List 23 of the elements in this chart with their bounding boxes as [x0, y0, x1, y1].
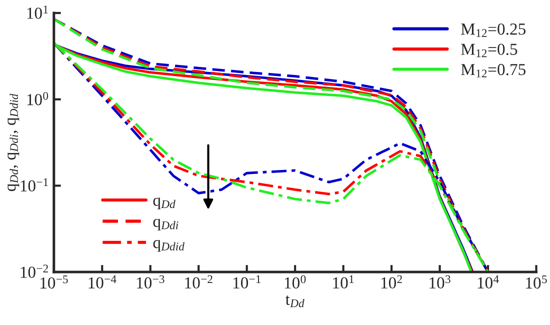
x-axis-title: t$_{Dd}$: [285, 295, 304, 308]
legend-label: M$_{12}$=0.5: [461, 44, 518, 58]
legend-label: M$_{12}$=0.75: [461, 64, 526, 78]
annotation: q$_{Dd}$: [153, 198, 176, 210]
x-tick-label: 10$^{−2}$: [185, 275, 212, 289]
y-axis-title: q$_{Dd}$, q$_{Ddi}$, q$_{Ddid}$: [8, 94, 20, 192]
x-tick-label: 10$^{4}$: [478, 275, 499, 288]
x-tick-label: 10$^{−5}$: [40, 275, 68, 289]
x-tick-label: 10$^{−4}$: [88, 275, 116, 288]
x-tick-label: 10$^{5}$: [526, 275, 547, 289]
x-tick-label: 10$^{−3}$: [137, 275, 164, 289]
x-tick-label: 10$^{3}$: [430, 275, 450, 289]
annotation: q$_{Ddid}$: [153, 240, 184, 252]
y-tick-label: 10$^{0}$: [27, 92, 48, 106]
x-tick-label: 10$^{−1}$: [233, 275, 261, 289]
legend-label: M$_{12}$=0.25: [461, 24, 526, 37]
x-tick-label: 10$^{2}$: [381, 275, 402, 289]
annotation: q$_{Ddi}$: [153, 218, 178, 230]
x-tick-label: 10$^{0}$: [284, 275, 306, 289]
y-tick-label: 10$^{−2}$: [20, 264, 48, 278]
x-tick-label: 10$^{1}$: [333, 275, 354, 289]
y-tick-label: 10$^{1}$: [27, 6, 48, 19]
y-tick-label: 10$^{−1}$: [20, 178, 48, 192]
